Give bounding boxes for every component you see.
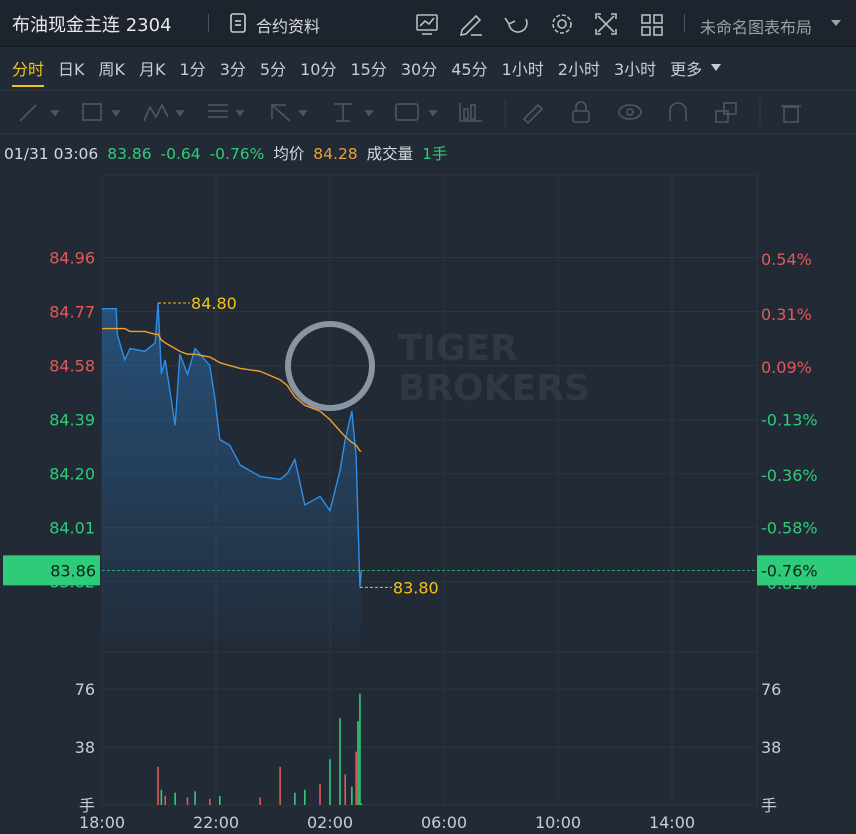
volume-bar [186, 797, 189, 805]
period-tab[interactable]: 月K [139, 60, 166, 79]
annotation-label: 83.80 [393, 578, 439, 597]
layout-name[interactable]: 未命名图表布局 [700, 18, 813, 37]
volume-label: 成交量 [366, 145, 414, 163]
y-tick-label: 84.20 [49, 465, 95, 484]
watermark-text: BROKERS [398, 368, 590, 409]
volume-bar [209, 798, 211, 805]
period-tab[interactable]: 3分 [219, 60, 246, 79]
x-tick-label: 18:00 [79, 813, 125, 832]
volume-bar [279, 766, 281, 805]
y2-tick-label: 手 [761, 796, 777, 815]
period-tab[interactable]: 1小时 [501, 60, 544, 79]
period-tab[interactable]: 30分 [400, 60, 438, 79]
y-tick-label: 84.77 [49, 303, 95, 322]
volume-bar [360, 803, 363, 805]
volume-bar [351, 786, 353, 805]
x-tick-label: 06:00 [421, 813, 467, 832]
period-tab[interactable]: 周K [98, 60, 126, 79]
change-pct: -0.76% [209, 145, 265, 163]
separator [684, 14, 685, 32]
watermark-logo [285, 321, 375, 411]
y2-tick-label: 0.09% [761, 358, 812, 377]
y2-tick-label: 0.31% [761, 305, 812, 324]
period-tab[interactable]: 更多 [670, 60, 703, 79]
datetime: 01/31 03:06 [4, 145, 99, 163]
y2-tick-label: 38 [761, 738, 781, 757]
period-bar: 分时 日K 周K 月K 1分 3分 5分 10分 15分 30分 45分 1小时 2小时 3小时 更多 [0, 47, 856, 89]
volume-bar [164, 795, 166, 805]
x-tick-label: 22:00 [193, 813, 239, 832]
separator [208, 14, 209, 32]
last-price-label: 83.86 [50, 561, 96, 580]
price-area [102, 302, 362, 650]
volume-bar [339, 718, 341, 805]
avg-label: 均价 [273, 145, 305, 163]
volume-bar [174, 792, 176, 805]
volume-bar [259, 797, 261, 805]
y2-tick-label: 76 [761, 680, 781, 699]
header-icons[interactable] [410, 10, 680, 38]
x-tick-label: 02:00 [307, 813, 353, 832]
drawing-toolbar [0, 90, 856, 134]
volume-bar [357, 721, 359, 805]
period-tab[interactable]: 5分 [259, 60, 287, 79]
period-tab[interactable]: 日K [58, 60, 85, 79]
volume-bar [194, 791, 196, 805]
volume-bar [157, 766, 159, 805]
avg-price: 84.28 [313, 145, 358, 163]
quote-info: 01/31 03:06 83.86 -0.64 -0.76% 均价 84.28 … [4, 142, 451, 164]
y-tick-label: 84.58 [49, 357, 95, 376]
last-price-box [3, 555, 100, 586]
doc-icon[interactable] [229, 13, 247, 33]
volume-bar [160, 789, 163, 805]
volume-bar [294, 792, 296, 805]
period-tab[interactable]: 15分 [350, 60, 387, 79]
y2-tick-label: 0.54% [761, 250, 812, 269]
period-tab[interactable]: 2小时 [557, 60, 600, 79]
contract-info[interactable]: 合约资料 [256, 17, 321, 36]
volume-bar [344, 774, 346, 805]
header: 布油现金主连 2304 合约资料 未命名图表布局 [0, 0, 856, 47]
y-tick-label: 84.96 [49, 248, 95, 267]
period-tab[interactable]: 10分 [300, 60, 337, 79]
volume-bar [304, 789, 306, 805]
watermark-text: TIGER [398, 328, 518, 369]
y2-tick-label: -0.13% [761, 411, 818, 430]
last-pct-box [757, 555, 856, 586]
price-line [102, 302, 363, 588]
volume-bar [329, 759, 331, 805]
chart: 18:00 22:00 02:00 06:00 10:00 14:00 84.96 84.77… [3, 174, 856, 832]
volume-bar [359, 693, 361, 805]
y-tick-label: 84.01 [49, 519, 95, 538]
x-tick-label: 10:00 [535, 813, 581, 832]
annotation-label: 84.80 [191, 294, 237, 313]
symbol-title: 布油现金主连 2304 [12, 15, 172, 36]
volume-bar [319, 783, 321, 805]
period-tab[interactable]: 3小时 [613, 60, 657, 79]
last-pct-label: -0.76% [761, 561, 818, 580]
drawing-tools[interactable] [0, 91, 856, 133]
change: -0.64 [160, 145, 201, 163]
period-tab[interactable]: 分时 [12, 56, 45, 87]
y-tick-label: 38 [75, 738, 95, 757]
period-tab[interactable]: 45分 [451, 60, 488, 79]
period-tab[interactable]: 1分 [179, 60, 206, 79]
volume: 1手 [422, 145, 448, 163]
y-tick-label: 76 [75, 680, 95, 699]
price: 83.86 [107, 145, 152, 163]
y-tick-label: 手 [79, 796, 95, 815]
x-tick-label: 14:00 [649, 813, 695, 832]
avg-line [102, 327, 362, 452]
volume-bar [219, 795, 221, 805]
more-arrow[interactable] [710, 63, 722, 73]
y-tick-label: 84.39 [49, 411, 95, 430]
volume-bar [355, 751, 357, 805]
y2-tick-label: -0.58% [761, 519, 818, 538]
y2-tick-label: -0.36% [761, 466, 818, 485]
dropdown-arrow[interactable] [830, 18, 842, 28]
